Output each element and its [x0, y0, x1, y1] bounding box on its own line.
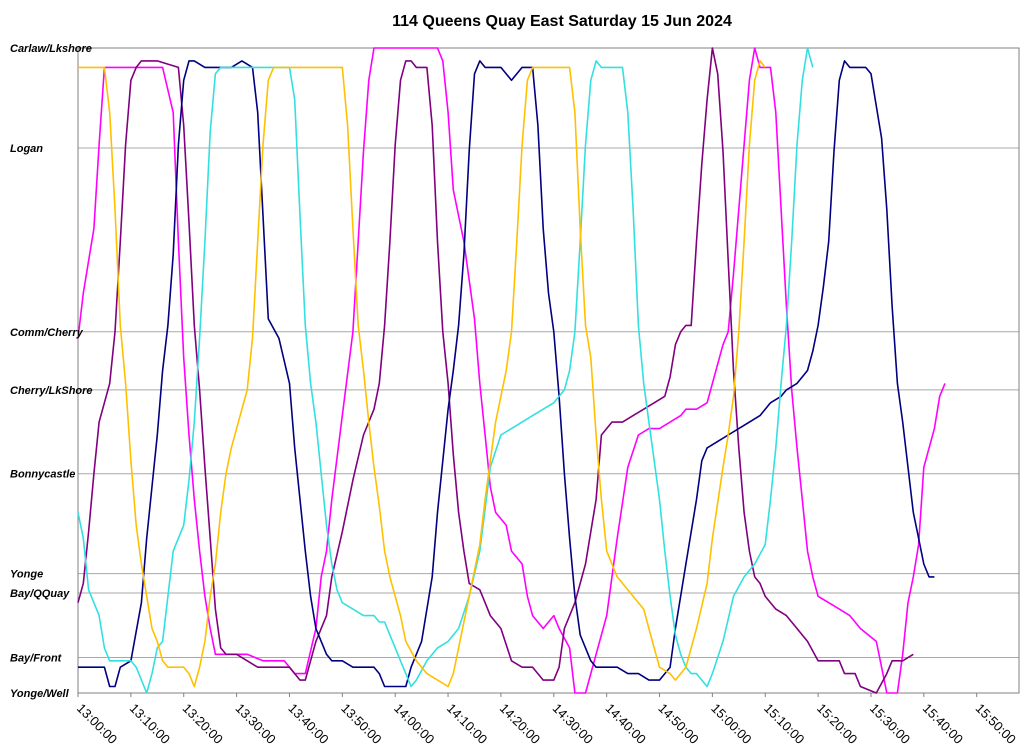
y-label-5: Yonge	[10, 569, 43, 581]
x-tick-label-2: 13:20:00	[180, 701, 226, 747]
y-label-4: Bonnycastle	[10, 469, 75, 481]
x-tick-label-10: 14:40:00	[603, 701, 649, 747]
y-label-7: Bay/Front	[10, 653, 63, 665]
x-tick-label-8: 14:20:00	[497, 701, 543, 747]
x-tick-label-16: 15:40:00	[920, 701, 966, 747]
y-label-0: Carlaw/Lkshore	[10, 43, 92, 55]
x-tick-label-1: 13:10:00	[127, 701, 173, 747]
y-axis-labels: Carlaw/Lkshore Logan Comm/Cherry Cherry/LkS…	[10, 43, 93, 700]
series-line-4	[78, 60, 766, 688]
x-tick-label-12: 15:00:00	[708, 701, 754, 747]
x-tick-label-14: 15:20:00	[814, 701, 860, 747]
x-tick-label-15: 15:30:00	[867, 701, 913, 747]
x-tick-label-0: 13:00:00	[74, 701, 120, 747]
x-tick-label-7: 14:10:00	[444, 701, 490, 747]
series-line-0	[77, 47, 946, 694]
series-line-2	[78, 60, 935, 688]
x-tick-label-5: 13:50:00	[338, 701, 384, 747]
x-tick-label-13: 15:10:00	[761, 701, 807, 747]
gridlines	[78, 47, 1019, 694]
x-tick-label-9: 14:30:00	[550, 701, 596, 747]
series-group	[77, 47, 946, 694]
plot-frame	[77, 47, 1020, 694]
y-label-1: Logan	[10, 143, 43, 155]
x-tick-label-17: 15:50:00	[973, 701, 1019, 747]
chart-title: 114 Queens Quay East Saturday 15 Jun 202…	[392, 13, 732, 30]
x-axis-labels: 13:00:00 13:10:00 13:20:00 13:30:00 13:40:00…	[74, 693, 1019, 747]
series-line-1	[77, 47, 914, 694]
x-tick-label-3: 13:30:00	[232, 701, 278, 747]
x-tick-label-4: 13:40:00	[285, 701, 331, 747]
y-label-2: Comm/Cherry	[10, 327, 84, 339]
y-label-8: Yonge/Well	[10, 688, 70, 700]
y-label-6: Bay/QQuay	[10, 588, 70, 600]
series-line-3	[77, 47, 814, 694]
y-label-3: Cherry/LkShore	[10, 385, 93, 397]
x-tick-label-11: 14:50:00	[655, 701, 701, 747]
x-tick-label-6: 14:00:00	[391, 701, 437, 747]
